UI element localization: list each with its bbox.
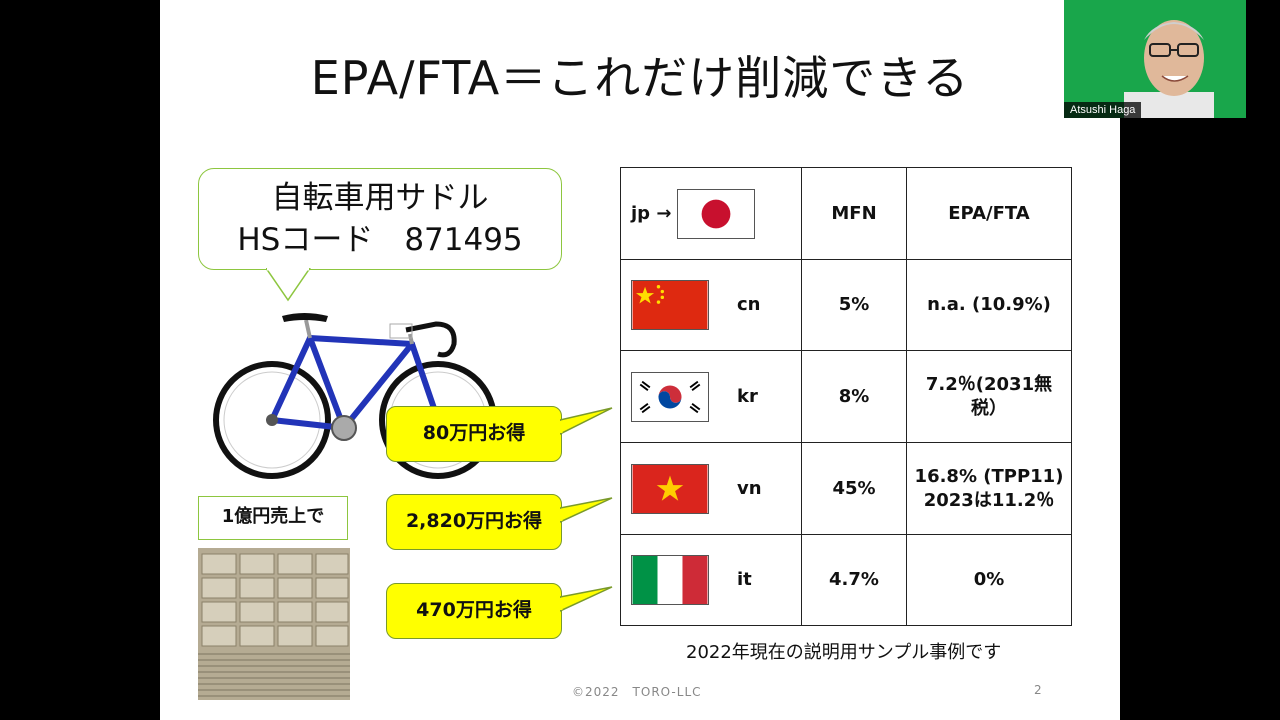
table-header-row: jp → MFN EPA/FTA bbox=[620, 167, 1072, 260]
product-speech-bubble: 自転車用サドル HSコード 871495 bbox=[198, 168, 562, 270]
epa-rate-line: 16.8% (TPP11) bbox=[914, 465, 1064, 487]
table-row: cn 5% n.a. (10.9%) bbox=[620, 259, 1072, 351]
italy-flag-icon bbox=[631, 555, 709, 605]
money-stack-icon bbox=[198, 548, 350, 700]
hs-code: HSコード 871495 bbox=[237, 222, 523, 258]
epa-rate: 7.2％(2031無 税） bbox=[906, 350, 1072, 443]
mfn-rate: 45% bbox=[801, 442, 907, 535]
sales-basis-label: 1億円売上で bbox=[198, 496, 348, 540]
korea-flag-icon bbox=[631, 371, 709, 422]
epa-rate-line: 税） bbox=[971, 397, 1007, 419]
copyright-footer: ©2022 TORO-LLC bbox=[572, 685, 702, 699]
page-number: 2 bbox=[1034, 683, 1042, 697]
country-code: vn bbox=[737, 477, 762, 499]
participant-name: Atsushi Haga bbox=[1064, 102, 1142, 118]
savings-callout-cn: 80万円お得 bbox=[386, 406, 562, 462]
mfn-rate: 4.7% bbox=[801, 534, 907, 626]
participant-avatar bbox=[1124, 20, 1214, 118]
table-row: kr 8% 7.2％(2031無 税） bbox=[620, 350, 1072, 443]
epa-rate-line: n.a. (10.9%) bbox=[927, 294, 1051, 315]
country-code: kr bbox=[737, 385, 758, 407]
callout-pointer bbox=[560, 407, 613, 435]
presentation-slide: EPA/FTA＝これだけ削減できる 自転車用サドル HSコード 871495 1… bbox=[160, 0, 1120, 720]
vietnam-flag-icon bbox=[631, 463, 709, 514]
japan-flag-icon bbox=[677, 188, 756, 239]
participant-video-tile[interactable]: Atsushi Haga bbox=[1064, 0, 1246, 118]
origin-cell: jp → bbox=[620, 167, 802, 260]
epa-rate: n.a. (10.9%) bbox=[906, 259, 1072, 351]
country-code: it bbox=[737, 569, 752, 590]
epa-rate-line: 0% bbox=[973, 569, 1005, 590]
epa-rate-line: 7.2％(2031無 bbox=[925, 373, 1053, 395]
country-code: cn bbox=[737, 294, 761, 315]
product-name: 自転車用サドル bbox=[271, 180, 489, 216]
bubble-tail bbox=[266, 268, 311, 302]
epa-rate: 16.8% (TPP11) 2023は11.2％ bbox=[906, 442, 1072, 535]
savings-callout-it: 470万円お得 bbox=[386, 583, 562, 639]
epa-header: EPA/FTA bbox=[906, 167, 1072, 260]
tariff-table: jp → MFN EPA/FTA bbox=[620, 167, 1072, 626]
mfn-header: MFN bbox=[801, 167, 907, 260]
callout-pointer bbox=[560, 586, 613, 612]
origin-code: jp → bbox=[631, 202, 672, 224]
china-flag-icon bbox=[631, 280, 709, 330]
slide-title: EPA/FTA＝これだけ削減できる bbox=[310, 51, 970, 105]
table-row: it 4.7% 0% bbox=[620, 534, 1072, 626]
epa-rate-line: 2023は11.2％ bbox=[923, 489, 1055, 511]
mfn-rate: 5% bbox=[801, 259, 907, 351]
table-row: vn 45% 16.8% (TPP11) 2023は11.2％ bbox=[620, 442, 1072, 535]
mfn-rate: 8% bbox=[801, 350, 907, 443]
callout-pointer bbox=[560, 497, 613, 523]
disclaimer-note: 2022年現在の説明用サンプル事例です bbox=[686, 642, 1002, 663]
epa-rate: 0% bbox=[906, 534, 1072, 626]
savings-callout-kr: 2,820万円お得 bbox=[386, 494, 562, 550]
